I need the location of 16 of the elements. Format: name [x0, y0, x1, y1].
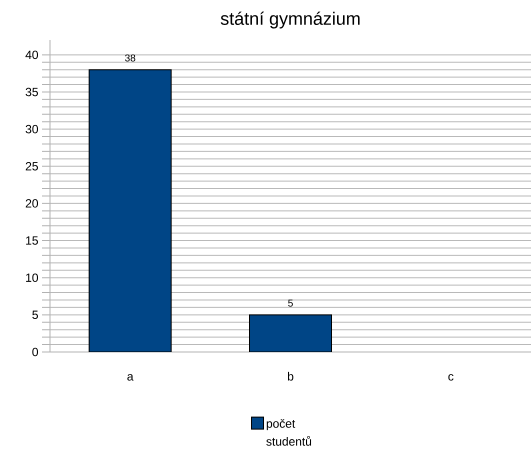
x-tick-label: c [448, 374, 454, 381]
y-tick-label: 0 [32, 348, 38, 356]
y-tick-label: 30 [26, 124, 38, 134]
chart-title: státní gymnázium [220, 12, 360, 28]
y-tick-label: 40 [25, 50, 38, 60]
y-tick-label: 20 [26, 199, 38, 208]
y-tick-label: 10 [26, 273, 38, 282]
x-tick-label: b [288, 372, 294, 381]
y-tick-label: 25 [26, 162, 38, 170]
y-tick-label: 35 [26, 88, 38, 96]
y-tick-label: 5 [32, 310, 38, 320]
data-label: 5 [288, 300, 293, 307]
data-label: 38 [125, 54, 136, 62]
legend-label: počet studentů [266, 418, 312, 446]
x-tick-label: a [127, 374, 134, 381]
y-tick-label: 15 [26, 236, 38, 245]
